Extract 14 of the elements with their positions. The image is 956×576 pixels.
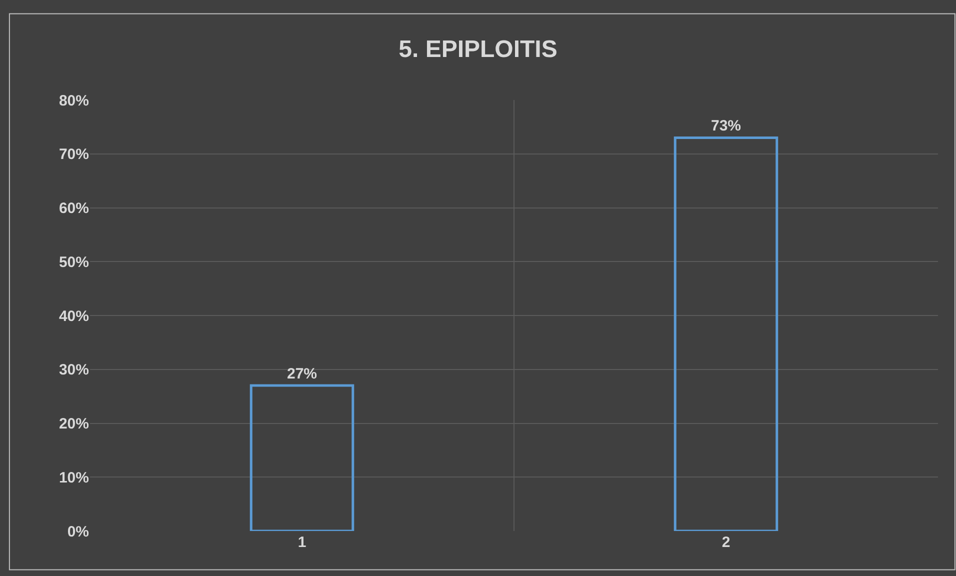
y-tick-label: 50% xyxy=(58,254,89,271)
x-tick-label: 1 xyxy=(298,534,306,551)
y-tick-label: 40% xyxy=(58,308,89,325)
x-tick-label: 2 xyxy=(722,534,730,551)
text: 73% xyxy=(710,118,742,135)
y-tick-label: 80% xyxy=(58,92,89,110)
y-tick-label: 30% xyxy=(58,362,89,379)
chart-title: 5. EPIPLOITIS xyxy=(398,36,558,64)
y-tick-label: 70% xyxy=(58,146,89,164)
text: 27% xyxy=(286,366,318,383)
y-tick-label: 20% xyxy=(58,416,89,432)
y-tick-label: 60% xyxy=(58,200,89,217)
y-tick-label: 0% xyxy=(67,523,89,540)
y-tick-label: 10% xyxy=(58,469,89,486)
